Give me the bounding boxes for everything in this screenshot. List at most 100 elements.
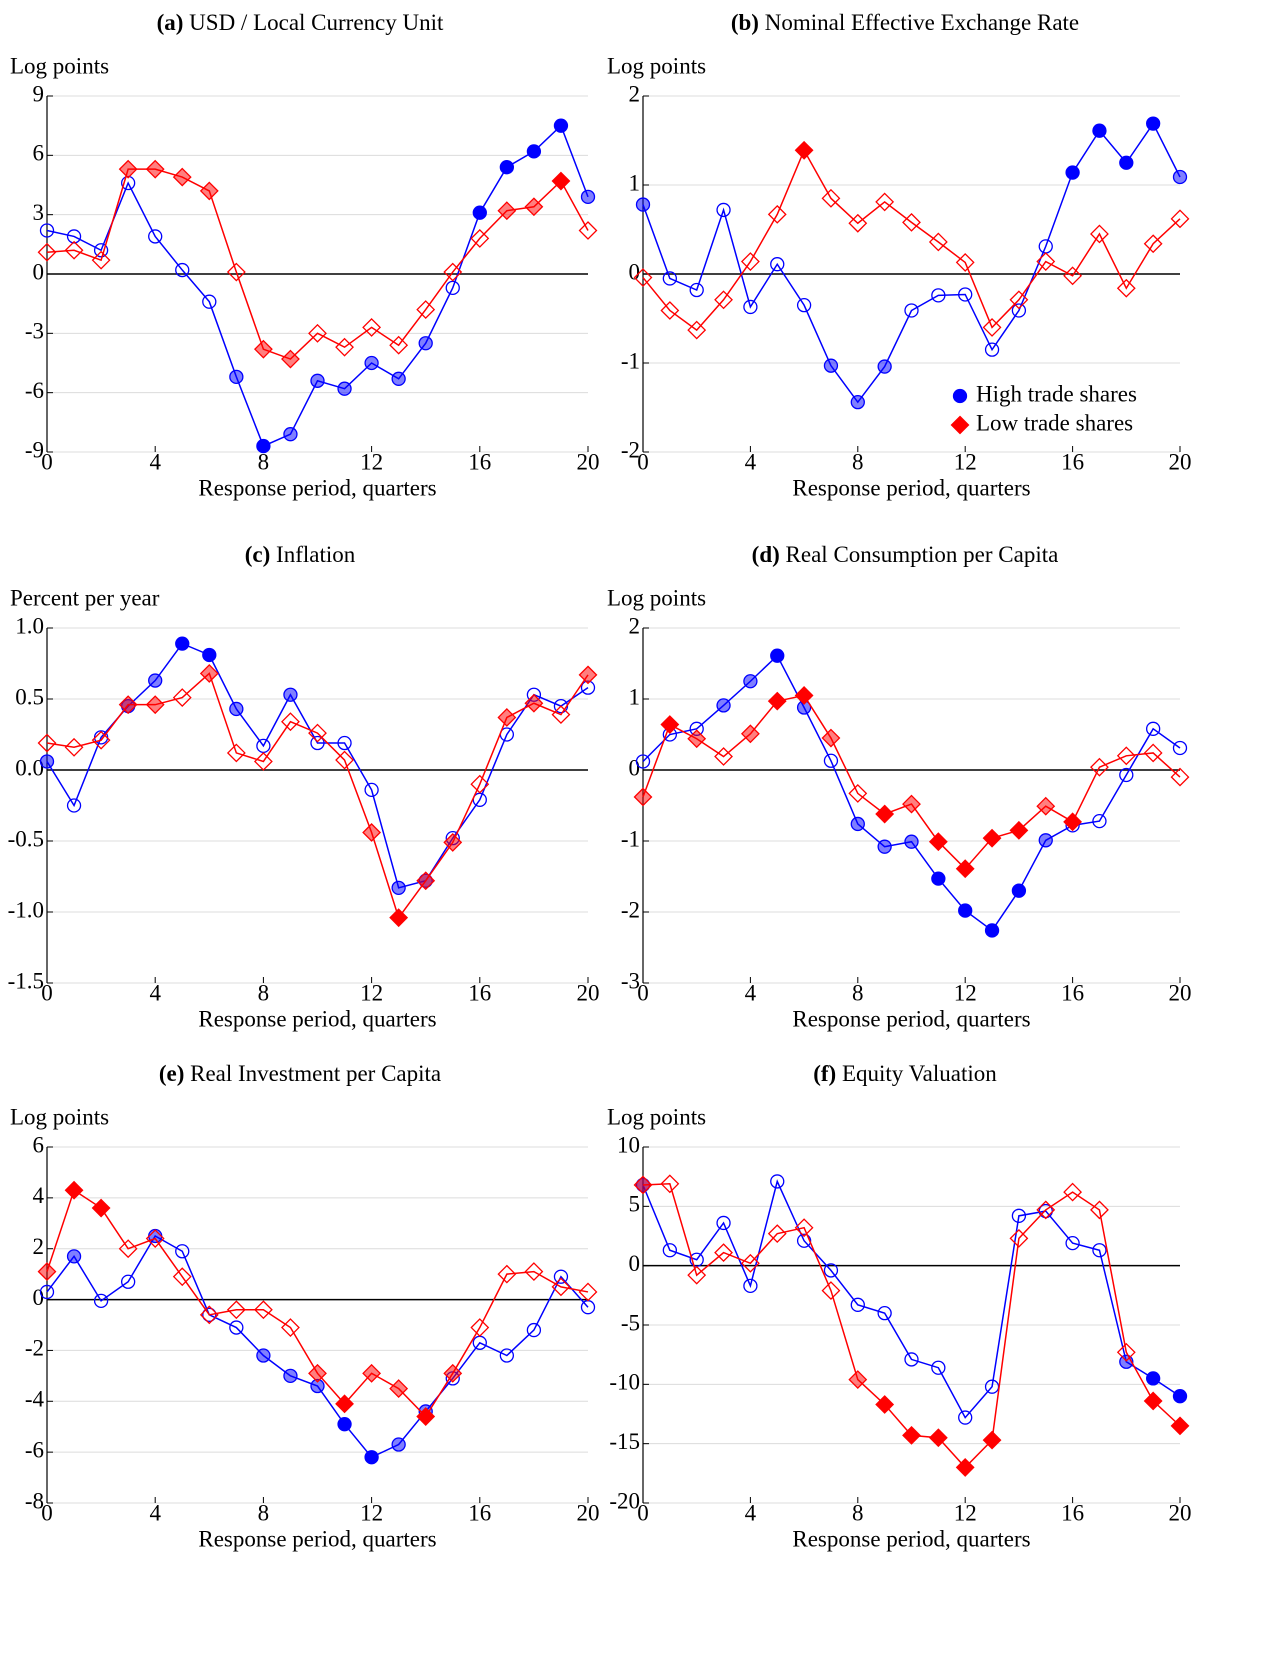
diamond-marker — [497, 708, 517, 727]
diamond-marker — [1036, 796, 1056, 816]
y-tick-label: -9 — [25, 437, 44, 462]
panel-title: (d) Real Consumption per Capita — [752, 542, 1059, 567]
diamond-marker — [1170, 209, 1190, 229]
diamond-marker — [928, 832, 948, 852]
diamond-marker — [199, 181, 219, 201]
circle-marker — [580, 1300, 596, 1315]
diamond-marker — [578, 221, 598, 240]
diamond-marker — [1143, 234, 1163, 254]
x-tick-label: 12 — [954, 1500, 977, 1525]
y-tick-label: -4 — [25, 1387, 45, 1412]
circle-marker — [877, 839, 892, 854]
y-tick-label: -6 — [25, 1437, 44, 1462]
diamond-marker — [118, 159, 138, 179]
y-tick-label: -0.5 — [8, 826, 44, 851]
circle-marker — [391, 1437, 406, 1452]
diamond-marker — [821, 1281, 841, 1301]
diamond-marker — [470, 1318, 490, 1337]
circle-marker — [716, 698, 731, 713]
diamond-marker — [308, 323, 327, 343]
diamond-marker — [226, 743, 246, 763]
legend-marker — [950, 415, 970, 435]
diamond-marker — [470, 228, 490, 248]
diamond-marker — [1143, 743, 1163, 763]
diamond-marker — [1090, 1200, 1109, 1220]
panel-title-text: Inflation — [276, 542, 356, 567]
circle-marker — [202, 294, 217, 309]
circle-marker — [283, 1368, 298, 1384]
diamond-marker — [1090, 757, 1109, 777]
x-tick-label: 12 — [954, 449, 977, 474]
x-tick-label: 12 — [360, 449, 383, 474]
y-tick-label: -1.0 — [8, 897, 44, 922]
panel-title-text: Real Consumption per Capita — [786, 542, 1059, 567]
panel-title-text: Real Investment per Capita — [190, 1061, 441, 1086]
circle-marker — [1038, 239, 1053, 254]
y-tick-label: -1 — [621, 826, 640, 851]
diamond-marker — [955, 1457, 975, 1477]
diamond-marker — [199, 664, 219, 683]
y-tick-label: 0 — [629, 1251, 641, 1276]
panel: (a) USD / Local Currency Unit Log points R… — [10, 10, 600, 500]
circle-marker — [850, 1297, 865, 1312]
y-tick-label: -3 — [25, 319, 44, 344]
diamond-marker — [524, 1262, 544, 1282]
diamond-marker — [714, 290, 733, 310]
circle-marker — [1146, 116, 1161, 131]
circle-marker — [1065, 1235, 1080, 1251]
y-tick-label: 4 — [33, 1183, 45, 1208]
circle-marker — [120, 1274, 136, 1289]
circle-marker — [877, 359, 892, 374]
series-line — [642, 1179, 1181, 1419]
circle-marker — [202, 647, 217, 663]
circle-marker — [635, 754, 651, 769]
y-tick-label: 9 — [33, 81, 45, 106]
circle-marker — [1146, 721, 1161, 736]
diamond-marker — [1063, 1182, 1083, 1202]
circle-marker — [1011, 303, 1027, 318]
circle-marker — [958, 1410, 973, 1425]
circle-marker — [1172, 169, 1188, 185]
diamond-marker — [389, 908, 409, 928]
circle-marker — [364, 782, 379, 798]
circle-marker — [337, 735, 352, 751]
circle-marker — [743, 1278, 758, 1293]
circle-marker — [770, 257, 785, 272]
diamond-marker — [37, 1262, 57, 1282]
x-tick-label: 8 — [852, 1500, 864, 1525]
diamond-marker — [633, 268, 653, 287]
circle-marker — [229, 369, 244, 384]
diamond-marker — [794, 686, 814, 705]
circle-marker — [93, 243, 109, 258]
diamond-marker — [928, 232, 948, 252]
panel-label: (d) — [752, 542, 780, 567]
panel-title: (f) Equity Valuation — [813, 1061, 997, 1086]
diamond-marker — [633, 787, 653, 807]
circle-marker — [1065, 165, 1080, 180]
diamond-marker — [821, 728, 841, 748]
diamond-marker — [470, 774, 490, 794]
x-axis-label: Response period, quarters — [198, 1526, 436, 1551]
diamond-marker — [1009, 1228, 1029, 1248]
circle-marker — [445, 280, 460, 295]
panel-title: (e) Real Investment per Capita — [159, 1061, 441, 1086]
diamond-marker — [91, 730, 111, 750]
circle-marker — [823, 358, 839, 373]
y-tick-label: -6 — [25, 378, 44, 403]
x-axis-label: Response period, quarters — [792, 1526, 1030, 1551]
circle-marker — [1092, 123, 1107, 138]
x-tick-label: 16 — [1061, 449, 1084, 474]
y-tick-label: 2 — [33, 1234, 45, 1259]
diamond-marker — [335, 337, 354, 357]
diamond-marker — [1116, 278, 1136, 298]
x-tick-label: 12 — [954, 980, 977, 1005]
circle-marker — [1092, 813, 1107, 829]
diamond-marker — [1036, 252, 1056, 271]
diamond-marker — [443, 833, 463, 852]
circle-marker — [364, 1450, 379, 1465]
diamond-marker — [660, 715, 680, 734]
circle-marker — [202, 1307, 217, 1322]
circle-marker — [1119, 155, 1134, 170]
diamond-marker — [1143, 1391, 1163, 1411]
diamond-marker — [253, 752, 273, 771]
